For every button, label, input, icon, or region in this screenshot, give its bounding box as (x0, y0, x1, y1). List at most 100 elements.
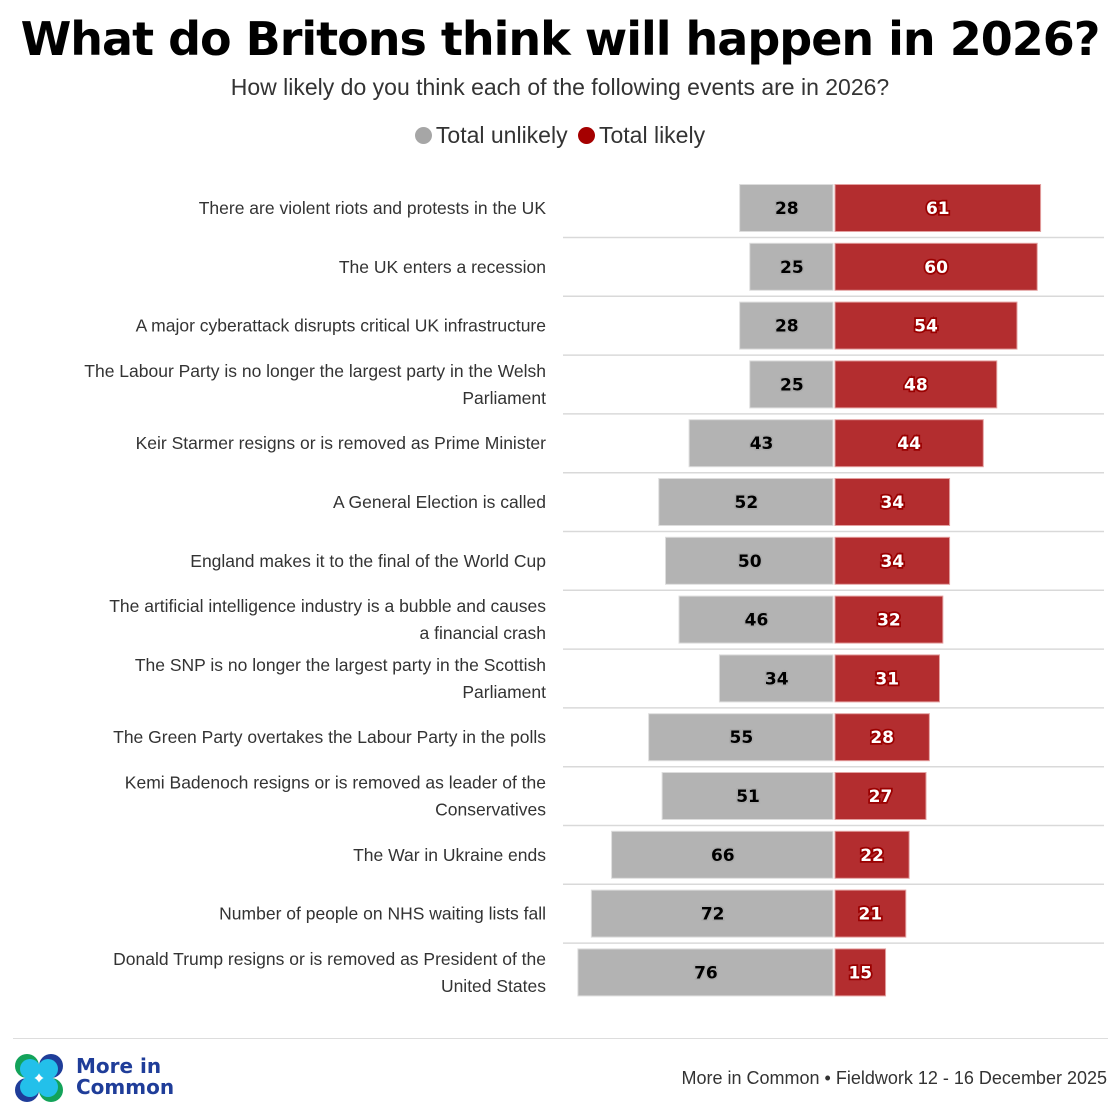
bar-unlikely (749, 242, 834, 291)
category-label-line: The SNP is no longer the largest party i… (135, 655, 546, 675)
legend-item-likely: Total likely (577, 122, 706, 148)
category-label: A major cyberattack disrupts critical UK… (136, 316, 546, 336)
category-label-line: England makes it to the final of the Wor… (190, 551, 546, 571)
bar-row: The UK enters a recession 25 60 (339, 242, 1104, 298)
bar-likely (834, 536, 951, 585)
bar-likely (834, 301, 1018, 350)
bar-row: Donald Trump resigns or is removed as Pr… (113, 948, 887, 997)
value-label-unlikely: 76 (694, 963, 718, 983)
category-label: The Green Party overtakes the Labour Par… (113, 727, 546, 747)
footer-divider (13, 1038, 1108, 1039)
category-label-line: Parliament (462, 388, 546, 408)
bar-row: Number of people on NHS waiting lists fa… (219, 889, 1104, 944)
logo-text-line1: More in (76, 1054, 162, 1078)
legend-item-unlikely: Total unlikely (414, 122, 568, 148)
bar-row: England makes it to the final of the Wor… (190, 536, 1104, 592)
category-label: Number of people on NHS waiting lists fa… (219, 904, 546, 924)
category-label-line: The artificial intelligence industry is … (109, 596, 546, 616)
category-label: The War in Ukraine ends (353, 845, 546, 865)
bar-likely (834, 889, 907, 938)
bar-unlikely (661, 772, 834, 820)
category-label-line: A major cyberattack disrupts critical UK… (136, 316, 546, 336)
bar-unlikely (648, 713, 834, 762)
legend-swatch-likely (577, 127, 595, 144)
category-label: The Labour Party is no longer the larges… (84, 361, 546, 408)
bar-row: The Green Party overtakes the Labour Par… (113, 713, 1104, 768)
chart-title: What do Britons think will happen in 202… (20, 12, 1101, 66)
category-label: The SNP is no longer the largest party i… (135, 655, 546, 702)
bar-likely (834, 772, 927, 820)
bar-row: The SNP is no longer the largest party i… (135, 654, 1104, 709)
category-label-line: The War in Ukraine ends (353, 845, 546, 865)
value-label-likely: 31 (875, 669, 899, 689)
category-label-line: a financial crash (420, 623, 546, 643)
category-label: The artificial intelligence industry is … (109, 596, 546, 643)
value-label-unlikely: 50 (738, 552, 762, 572)
category-label: A General Election is called (333, 492, 546, 512)
bar-unlikely (665, 536, 834, 585)
legend-label-unlikely: Total unlikely (435, 122, 568, 148)
category-label: England makes it to the final of the Wor… (190, 551, 546, 571)
logo-text: More in Common (76, 1056, 174, 1098)
value-label-unlikely: 46 (745, 611, 769, 631)
value-label-unlikely: 72 (701, 905, 725, 925)
source-note: More in Common • Fieldwork 12 - 16 Decem… (681, 1068, 1107, 1088)
bar-unlikely (739, 184, 834, 232)
bar-unlikely (590, 889, 834, 938)
chart-subtitle: How likely do you think each of the foll… (230, 74, 890, 100)
bar-likely (834, 184, 1042, 232)
value-label-unlikely: 28 (775, 199, 799, 219)
value-label-likely: 60 (924, 258, 948, 278)
value-label-unlikely: 25 (780, 258, 804, 278)
value-label-likely: 34 (880, 552, 904, 572)
category-label: There are violent riots and protests in … (199, 198, 547, 218)
value-label-unlikely: 51 (736, 787, 760, 807)
category-label-line: The Green Party overtakes the Labour Par… (113, 727, 546, 747)
bar-likely (834, 654, 940, 703)
value-label-likely: 32 (877, 611, 901, 631)
value-label-unlikely: 25 (780, 375, 804, 395)
category-label-line: The Labour Party is no longer the larges… (84, 361, 546, 381)
value-label-unlikely: 66 (711, 846, 735, 866)
bar-row: The Labour Party is no longer the larges… (84, 360, 1104, 415)
bar-row: A major cyberattack disrupts critical UK… (136, 301, 1104, 356)
bar-unlikely (658, 478, 834, 526)
value-label-likely: 27 (869, 787, 893, 807)
category-label-line: The UK enters a recession (339, 257, 546, 277)
bar-likely (834, 478, 951, 526)
bar-chart: There are violent riots and protests in … (84, 184, 1104, 997)
category-label: Donald Trump resigns or is removed as Pr… (113, 949, 546, 996)
value-label-unlikely: 55 (729, 728, 753, 748)
legend: Total unlikely Total likely (0, 122, 1120, 149)
bar-unlikely (749, 360, 834, 409)
value-label-likely: 21 (859, 905, 883, 925)
category-label-line: Kemi Badenoch resigns or is removed as l… (125, 773, 546, 793)
category-label: Keir Starmer resigns or is removed as Pr… (136, 433, 547, 453)
category-label-line: Parliament (462, 682, 546, 702)
logo-text-line2: Common (76, 1075, 175, 1099)
bar-row: The artificial intelligence industry is … (109, 595, 1104, 650)
bar-likely (834, 419, 984, 468)
bar-unlikely (611, 830, 834, 879)
value-label-likely: 44 (897, 434, 921, 454)
category-label-line: Conservatives (435, 800, 546, 820)
legend-label-likely: Total likely (598, 122, 706, 148)
bar-likely (834, 360, 998, 409)
legend-swatch-unlikely (414, 127, 432, 144)
more-in-common-logo-icon (15, 1054, 63, 1102)
category-label: The UK enters a recession (339, 257, 546, 277)
bar-row: The War in Ukraine ends 66 22 (353, 830, 1104, 886)
category-label-line: Number of people on NHS waiting lists fa… (219, 904, 546, 924)
bar-likely (834, 242, 1038, 291)
bar-row: A General Election is called 52 34 (333, 478, 1104, 533)
category-label-line: Donald Trump resigns or is removed as Pr… (113, 949, 546, 969)
category-label-line: Keir Starmer resigns or is removed as Pr… (136, 433, 547, 453)
value-label-likely: 61 (926, 199, 950, 219)
bar-likely (834, 713, 930, 762)
category-label-line: There are violent riots and protests in … (199, 198, 547, 218)
bar-likely (834, 595, 944, 644)
bar-unlikely (718, 654, 834, 703)
value-label-unlikely: 43 (750, 434, 774, 454)
value-label-likely: 48 (904, 375, 928, 395)
